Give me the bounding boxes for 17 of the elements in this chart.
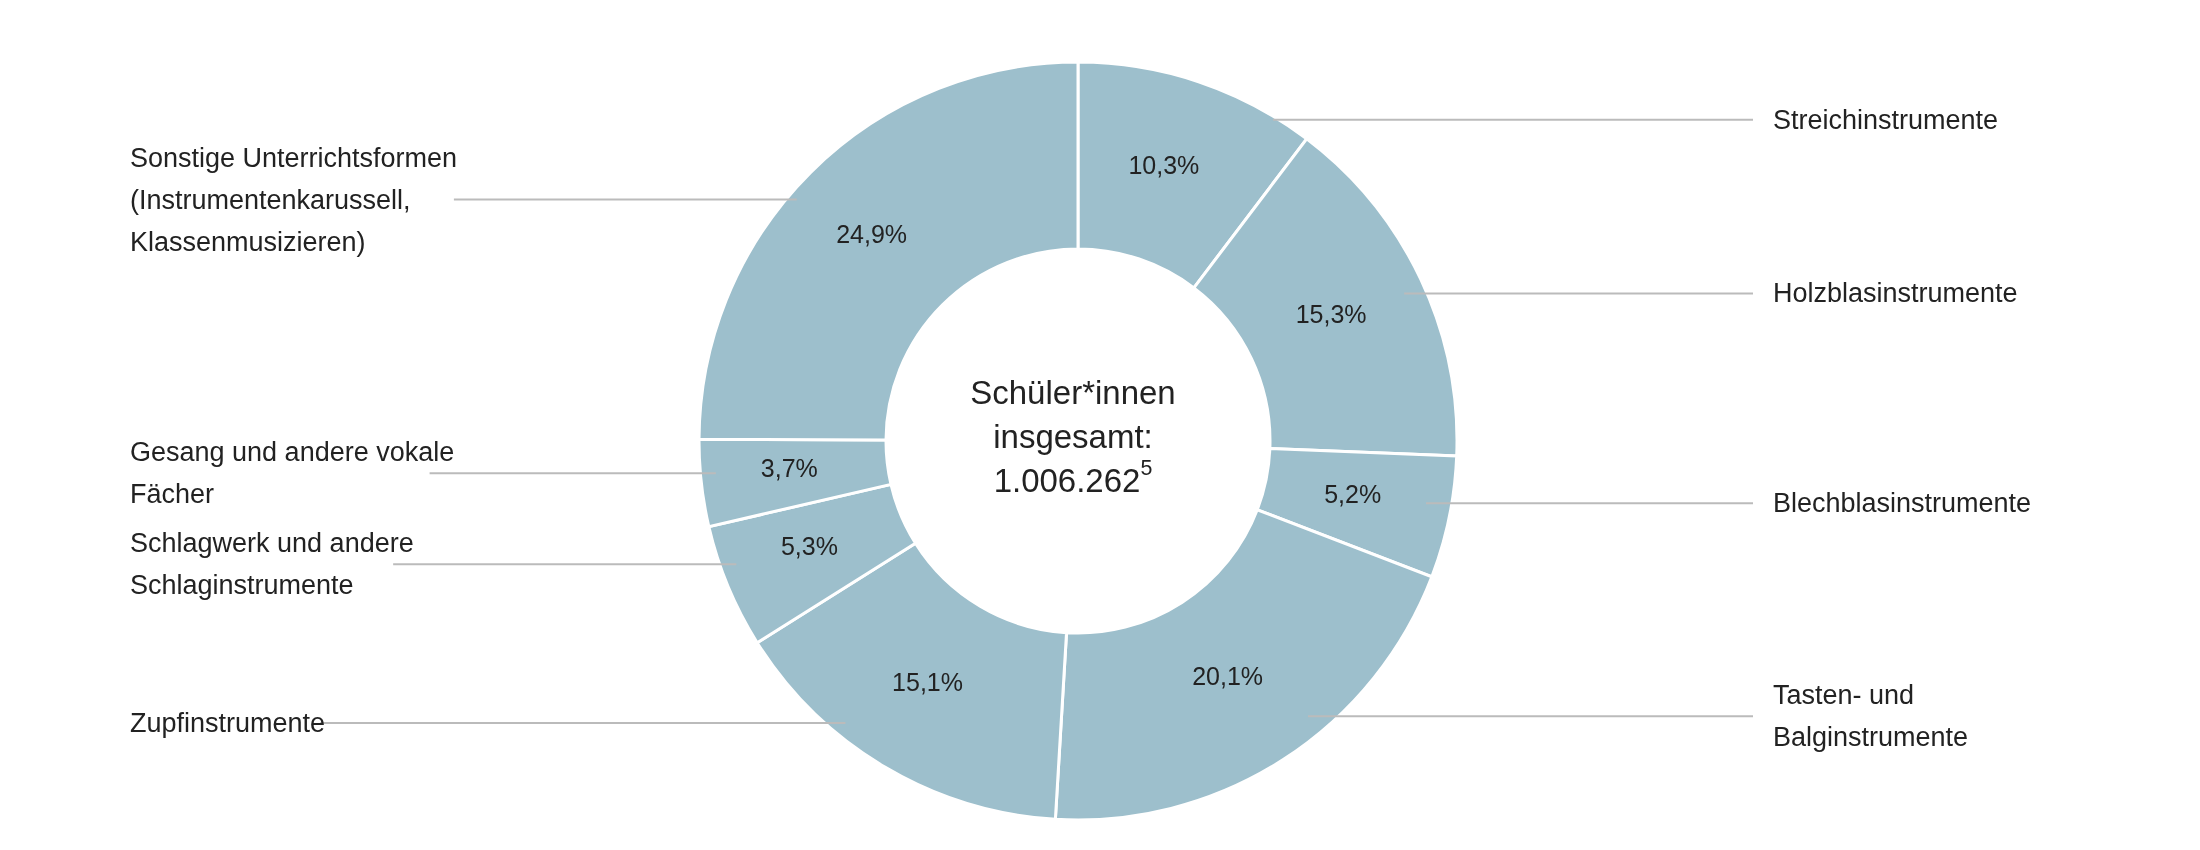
slice-label: Blechblasinstrumente (1773, 488, 2032, 519)
slice-label: Holzblasinstrumente (1773, 278, 2018, 309)
slice-label: Sonstige Unterrichtsformen (Instrumentenkarussell, Klassenmusizieren) (130, 142, 458, 257)
data-label: 5,2% (1324, 479, 1382, 508)
data-label: 5,3% (780, 531, 838, 560)
slice-label: Schlagwerk und andere Schlaginstrumente (130, 528, 414, 601)
text: Schüler*innen insgesamt: 1.006.262$^{5}$ (970, 373, 1176, 499)
slice-label: Tasten- und Balginstrumente (1773, 680, 1969, 753)
data-label: 10,3% (1128, 151, 1200, 180)
data-label: 24,9% (836, 219, 908, 248)
data-label: 20,1% (1192, 662, 1264, 690)
slice-label: Streichinstrumente (1773, 104, 1999, 135)
data-label: 3,7% (760, 453, 818, 482)
slice-label: Zupfinstrumente (130, 707, 326, 738)
data-label: 15,3% (1295, 299, 1367, 328)
slice-label: Gesang und andere vokale Fächer (130, 437, 455, 510)
data-label: 15,1% (892, 667, 963, 696)
